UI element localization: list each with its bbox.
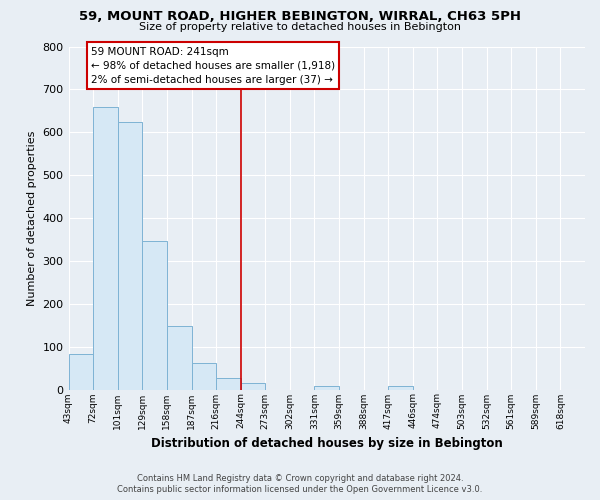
Text: 59 MOUNT ROAD: 241sqm
← 98% of detached houses are smaller (1,918)
2% of semi-de: 59 MOUNT ROAD: 241sqm ← 98% of detached … [91,46,335,84]
Bar [241,383,265,390]
Bar [142,240,167,390]
Y-axis label: Number of detached properties: Number of detached properties [27,130,37,306]
Bar [68,354,93,390]
Text: Size of property relative to detached houses in Bebington: Size of property relative to detached ho… [139,22,461,32]
Bar [118,122,142,390]
Bar [314,386,339,390]
Text: 59, MOUNT ROAD, HIGHER BEBINGTON, WIRRAL, CH63 5PH: 59, MOUNT ROAD, HIGHER BEBINGTON, WIRRAL… [79,10,521,23]
Bar [216,378,241,390]
Text: Contains HM Land Registry data © Crown copyright and database right 2024.
Contai: Contains HM Land Registry data © Crown c… [118,474,482,494]
Bar [167,326,191,390]
Bar [388,386,413,390]
Bar [191,364,216,390]
Bar [93,108,118,390]
X-axis label: Distribution of detached houses by size in Bebington: Distribution of detached houses by size … [151,437,503,450]
